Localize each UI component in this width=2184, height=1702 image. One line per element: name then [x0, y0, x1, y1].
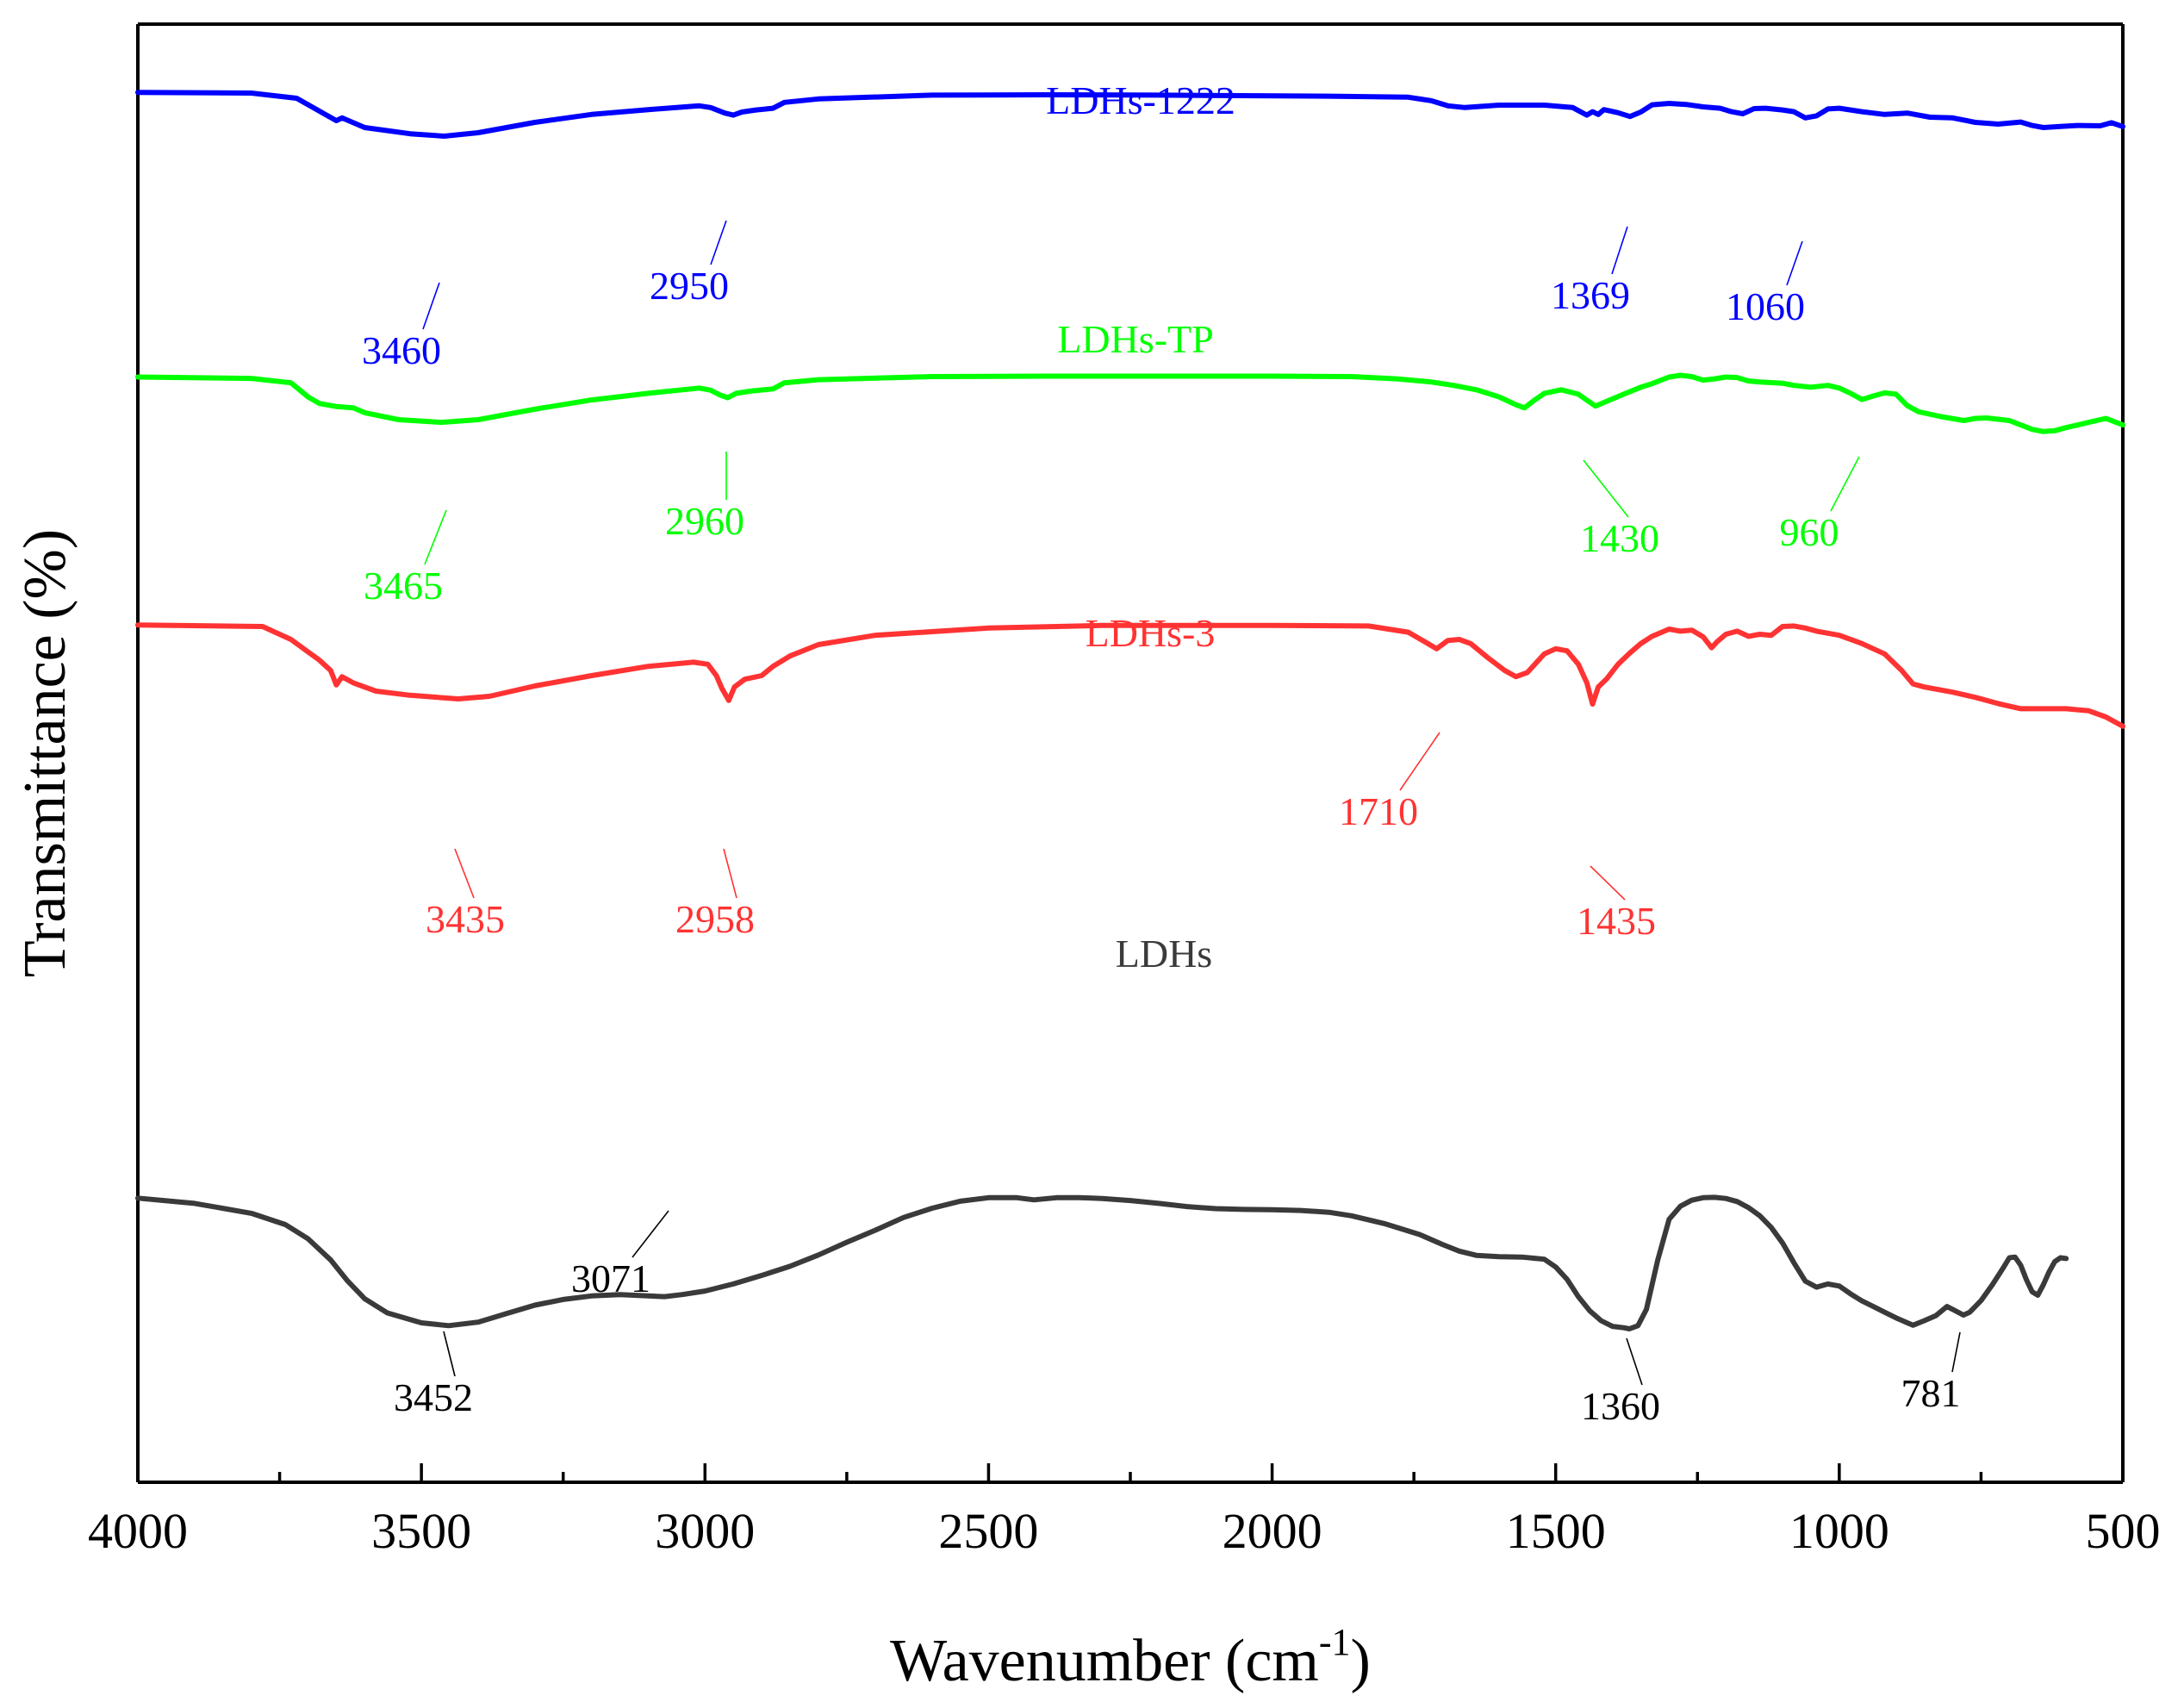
- peak-leader-line: [1951, 1331, 1961, 1373]
- peak-label: 2960: [665, 499, 744, 543]
- peak-leader-line: [1786, 240, 1803, 286]
- peak-label: 3460: [362, 328, 441, 372]
- peak-label: 1430: [1580, 516, 1659, 560]
- peak-label: 960: [1780, 510, 1839, 554]
- series-label: LDHs-3: [1086, 611, 1216, 655]
- peak-label: 2958: [675, 897, 755, 941]
- peak-label: 3071: [571, 1256, 650, 1300]
- peak-label: 1060: [1726, 284, 1805, 328]
- peak-leader-line: [424, 509, 447, 565]
- peak-leader-line: [1399, 732, 1440, 791]
- peak-label: 3465: [364, 564, 443, 608]
- series-line-ldhs: [135, 1194, 2069, 1331]
- y-axis-title: Transmittance (%): [12, 529, 78, 977]
- series-line-ldhs-1222: [135, 90, 2125, 139]
- peak-leader-line: [454, 848, 475, 899]
- annotation-layer: LDHs-1222 3460 2950 1369 1060 LDHs-TP 3465 2960…: [362, 78, 1961, 1428]
- peak-label: 3435: [426, 897, 505, 941]
- peak-leader-line: [723, 848, 737, 899]
- series-layer: [135, 90, 2125, 1331]
- peak-leader-line: [1830, 456, 1860, 512]
- peak-leader-line: [1590, 865, 1626, 901]
- x-axis-title-superscript: -1: [1319, 1621, 1351, 1663]
- x-tick-labels: 4000 3500 3000 2500 2000 1500 1000 500: [88, 1503, 2161, 1559]
- series-label: LDHs: [1116, 932, 1212, 976]
- series-line-ldhs-tp: [135, 372, 2125, 434]
- x-tick-label: 500: [2086, 1503, 2161, 1559]
- series-label: LDHs-1222: [1046, 78, 1235, 122]
- x-axis-title: Wavenumber (cm-1): [890, 1621, 1371, 1694]
- x-tick-label: 2000: [1223, 1503, 1322, 1559]
- plot-frame: [136, 22, 2125, 1484]
- peak-leader-line: [1583, 459, 1629, 518]
- x-axis-title-close: ): [1351, 1628, 1371, 1694]
- peak-leader-line: [632, 1210, 669, 1258]
- peak-leader-line: [1611, 226, 1628, 275]
- peak-leader-line: [443, 1331, 456, 1377]
- peak-label: 1710: [1339, 789, 1418, 833]
- peak-label: 3452: [394, 1375, 473, 1419]
- series-label: LDHs-TP: [1057, 317, 1213, 361]
- x-tick-label: 1000: [1789, 1503, 1889, 1559]
- peak-label: 1360: [1581, 1384, 1660, 1428]
- peak-leader-line: [1626, 1337, 1643, 1386]
- peak-label: 1369: [1551, 273, 1630, 317]
- peak-leader-line: [422, 282, 440, 330]
- peak-label: 1435: [1577, 899, 1656, 943]
- x-tick-label: 1500: [1506, 1503, 1606, 1559]
- x-axis-title-main: Wavenumber (cm: [890, 1628, 1319, 1694]
- peak-label: 781: [1901, 1371, 1961, 1415]
- x-tick-label: 4000: [88, 1503, 188, 1559]
- x-tick-label: 3000: [655, 1503, 755, 1559]
- x-tick-label: 3500: [371, 1503, 471, 1559]
- peak-label: 2950: [650, 264, 729, 308]
- x-ticks: [136, 1463, 2125, 1482]
- x-tick-label: 2500: [938, 1503, 1038, 1559]
- series-line-ldhs-3: [135, 622, 2125, 729]
- peak-leader-line: [710, 220, 727, 265]
